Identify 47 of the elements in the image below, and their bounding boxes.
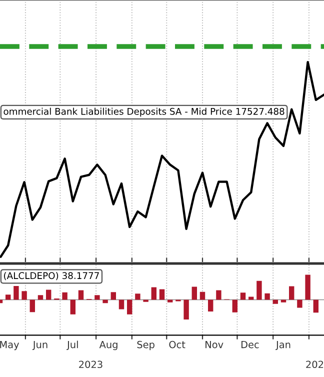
bar <box>5 294 11 300</box>
bar <box>208 300 214 312</box>
bar <box>192 286 198 300</box>
bar <box>280 300 286 302</box>
bar <box>62 292 68 300</box>
bar <box>30 300 36 312</box>
bar <box>313 300 319 313</box>
text: 2023 <box>79 360 102 368</box>
text: 202 <box>306 360 324 368</box>
bar <box>216 290 222 300</box>
bar <box>264 293 270 300</box>
bar <box>110 292 116 300</box>
x-tick-label: Dec <box>241 341 259 348</box>
bar <box>78 290 84 300</box>
x-tick-label: Sep <box>137 340 154 350</box>
bar <box>118 300 124 310</box>
annotation: ommercial Bank Liabilities Deposits SA - Mid Price 17527.488 <box>4 108 284 117</box>
bar <box>14 286 19 300</box>
bar <box>135 294 140 300</box>
x-tick-label: Aug <box>99 341 118 350</box>
bar <box>94 295 100 300</box>
x-tick-label: Jan <box>276 341 290 350</box>
x-tick-label: Jul <box>66 340 78 350</box>
annotation: (ALCLDEPO) 38.1777 <box>4 272 99 280</box>
bar <box>38 295 44 300</box>
bar <box>46 290 52 300</box>
bar <box>305 274 310 300</box>
bar <box>297 300 302 308</box>
bar <box>232 300 238 312</box>
bar <box>256 280 262 300</box>
bar <box>240 292 246 300</box>
x-tick-label: Nov <box>206 341 224 348</box>
bar <box>167 300 173 302</box>
bar <box>151 287 157 300</box>
bar <box>200 292 206 300</box>
bar <box>126 300 132 314</box>
bar <box>159 289 165 300</box>
x-tick-label: May <box>0 341 20 350</box>
bar <box>102 300 108 304</box>
bar <box>70 300 76 314</box>
bar <box>272 300 278 304</box>
x-tick-label: Jun <box>32 341 48 350</box>
bar <box>184 300 189 320</box>
bar <box>248 296 254 300</box>
bar <box>288 286 294 300</box>
bar <box>22 291 27 300</box>
x-tick-label: Oct <box>169 340 186 348</box>
